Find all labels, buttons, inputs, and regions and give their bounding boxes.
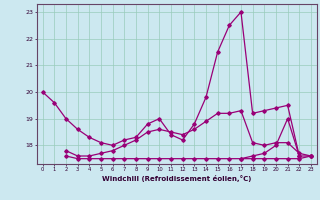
- X-axis label: Windchill (Refroidissement éolien,°C): Windchill (Refroidissement éolien,°C): [102, 175, 252, 182]
